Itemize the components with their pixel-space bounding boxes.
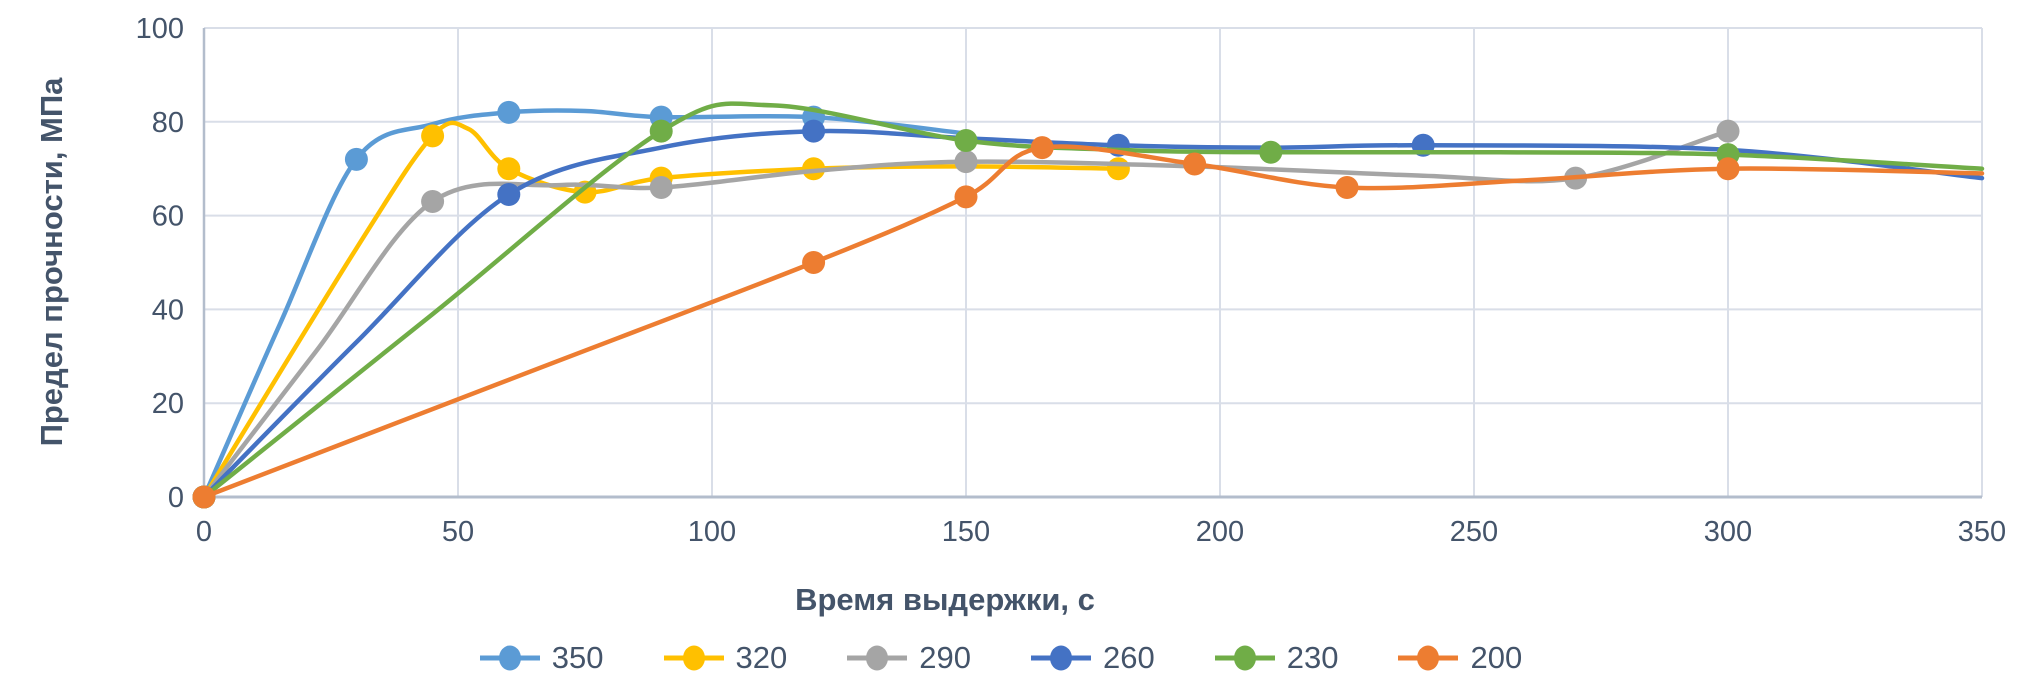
data-point — [1335, 175, 1359, 199]
legend-marker-icon — [479, 645, 540, 670]
data-point — [1259, 140, 1283, 164]
legend-item-200: 200 — [1396, 642, 1522, 673]
series-line-260 — [201, 128, 1985, 500]
legend-item-350: 350 — [478, 642, 604, 673]
x-tick-label: 250 — [1450, 516, 1498, 548]
series-line-290 — [201, 128, 1731, 500]
data-point — [1030, 136, 1054, 160]
legend-marker-icon — [1398, 645, 1459, 670]
y-tick-label: 40 — [152, 294, 184, 326]
y-tick-label: 60 — [152, 201, 184, 233]
data-point — [497, 100, 521, 124]
legend-marker-icon — [663, 645, 724, 670]
series-line-320 — [201, 120, 1121, 500]
legend-marker-icon — [1214, 645, 1275, 670]
data-point — [421, 124, 445, 148]
data-point — [649, 119, 673, 143]
data-point — [1716, 157, 1740, 181]
legend-label: 260 — [1103, 640, 1155, 675]
data-point — [802, 119, 826, 143]
y-tick-label: 80 — [152, 107, 184, 139]
y-tick-label: 100 — [136, 13, 184, 45]
data-point — [802, 251, 826, 274]
legend: 350 320 290 260 230 200 — [0, 642, 2000, 673]
x-tick-label: 50 — [442, 516, 474, 548]
x-tick-label: 0 — [196, 516, 212, 548]
data-point — [954, 185, 978, 209]
data-point — [954, 129, 978, 153]
legend-item-230: 230 — [1213, 640, 1339, 675]
legend-label: 200 — [1470, 640, 1523, 675]
legend-marker-icon — [847, 645, 908, 670]
data-point — [1183, 152, 1207, 176]
series-line-200 — [201, 144, 1985, 500]
x-tick-label: 300 — [1704, 516, 1752, 548]
legend-item-260: 260 — [1029, 642, 1155, 673]
data-point — [1106, 157, 1130, 181]
data-point — [649, 175, 673, 199]
x-tick-label: 200 — [1196, 516, 1244, 548]
series-markers-200 — [192, 136, 1740, 509]
data-point — [421, 190, 445, 214]
x-tick-label: 350 — [1958, 516, 2006, 548]
y-tick-label: 20 — [152, 388, 184, 420]
legend-label: 320 — [735, 640, 788, 675]
legend-label: 230 — [1286, 640, 1339, 675]
legend-marker-icon — [1031, 645, 1091, 670]
legend-label: 290 — [919, 640, 971, 675]
x-tick-label: 150 — [942, 516, 990, 548]
data-point — [1716, 119, 1740, 143]
y-tick-label: 0 — [168, 482, 184, 514]
data-point — [497, 157, 521, 181]
data-point — [192, 485, 216, 509]
data-point — [802, 157, 826, 181]
x-axis-title: Время выдержки, с — [795, 582, 1095, 617]
data-point — [344, 147, 368, 171]
data-point — [497, 182, 521, 206]
legend-label: 350 — [551, 640, 604, 675]
legend-item-320: 320 — [662, 640, 788, 675]
legend-item-290: 290 — [845, 642, 971, 673]
x-tick-label: 100 — [688, 516, 736, 548]
data-point — [954, 150, 978, 174]
